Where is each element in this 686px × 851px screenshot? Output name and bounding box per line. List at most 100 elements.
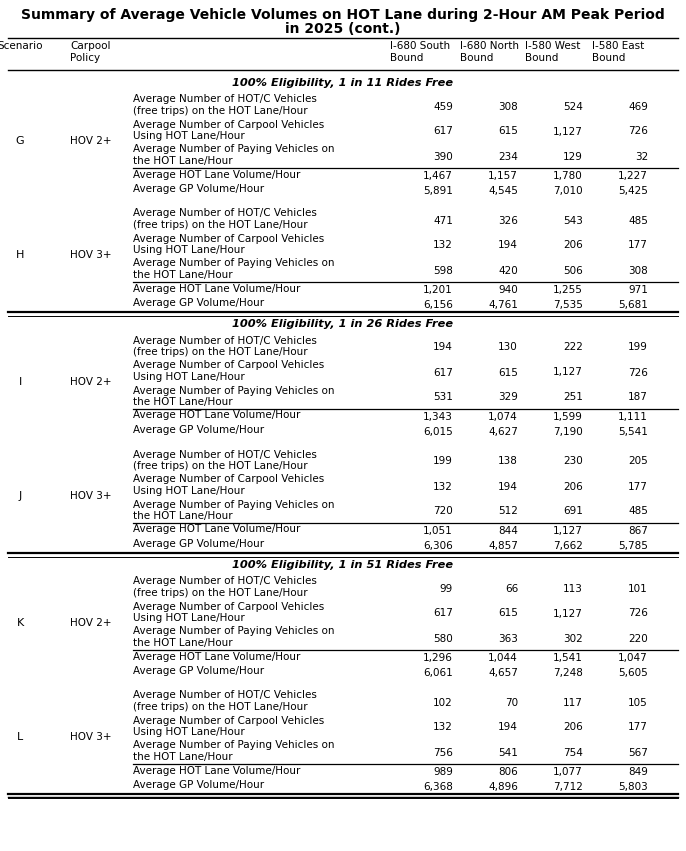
Text: 129: 129 bbox=[563, 151, 583, 162]
Text: 7,190: 7,190 bbox=[553, 426, 583, 437]
Text: 220: 220 bbox=[628, 633, 648, 643]
Text: Average HOT Lane Volume/Hour: Average HOT Lane Volume/Hour bbox=[133, 524, 300, 534]
Text: 580: 580 bbox=[434, 633, 453, 643]
Text: Average GP Volume/Hour: Average GP Volume/Hour bbox=[133, 539, 264, 549]
Text: I: I bbox=[19, 377, 22, 387]
Text: 206: 206 bbox=[563, 241, 583, 250]
Text: 117: 117 bbox=[563, 698, 583, 707]
Text: 567: 567 bbox=[628, 747, 648, 757]
Text: 6,368: 6,368 bbox=[423, 782, 453, 791]
Text: G: G bbox=[16, 136, 24, 146]
Text: 4,761: 4,761 bbox=[488, 300, 518, 310]
Text: Average Number of Paying Vehicles on
the HOT Lane/Hour: Average Number of Paying Vehicles on the… bbox=[133, 386, 335, 407]
Text: 617: 617 bbox=[433, 608, 453, 619]
Text: Average GP Volume/Hour: Average GP Volume/Hour bbox=[133, 666, 264, 676]
Text: 720: 720 bbox=[434, 506, 453, 517]
Text: 329: 329 bbox=[498, 392, 518, 403]
Text: 187: 187 bbox=[628, 392, 648, 403]
Text: 363: 363 bbox=[498, 633, 518, 643]
Text: HOV 2+: HOV 2+ bbox=[70, 377, 112, 387]
Text: HOV 2+: HOV 2+ bbox=[70, 618, 112, 628]
Text: 6,061: 6,061 bbox=[423, 668, 453, 677]
Text: Average Number of HOT/C Vehicles
(free trips) on the HOT Lane/Hour: Average Number of HOT/C Vehicles (free t… bbox=[133, 208, 317, 230]
Text: 105: 105 bbox=[628, 698, 648, 707]
Text: 101: 101 bbox=[628, 584, 648, 593]
Text: 199: 199 bbox=[628, 342, 648, 352]
Text: 471: 471 bbox=[433, 215, 453, 226]
Text: 205: 205 bbox=[628, 456, 648, 466]
Text: 5,803: 5,803 bbox=[618, 782, 648, 791]
Text: 1,127: 1,127 bbox=[553, 608, 583, 619]
Text: 1,541: 1,541 bbox=[553, 654, 583, 663]
Text: 177: 177 bbox=[628, 482, 648, 492]
Text: HOV 3+: HOV 3+ bbox=[70, 732, 112, 742]
Text: Average Number of Paying Vehicles on
the HOT Lane/Hour: Average Number of Paying Vehicles on the… bbox=[133, 145, 335, 166]
Text: Scenario: Scenario bbox=[0, 41, 43, 51]
Text: 194: 194 bbox=[498, 241, 518, 250]
Text: 1,127: 1,127 bbox=[553, 526, 583, 536]
Text: 726: 726 bbox=[628, 127, 648, 136]
Text: Average Number of Paying Vehicles on
the HOT Lane/Hour: Average Number of Paying Vehicles on the… bbox=[133, 740, 335, 762]
Text: 4,857: 4,857 bbox=[488, 540, 518, 551]
Text: 5,681: 5,681 bbox=[618, 300, 648, 310]
Text: 132: 132 bbox=[433, 241, 453, 250]
Text: 99: 99 bbox=[440, 584, 453, 593]
Text: 7,712: 7,712 bbox=[553, 782, 583, 791]
Text: 66: 66 bbox=[505, 584, 518, 593]
Text: 222: 222 bbox=[563, 342, 583, 352]
Text: 524: 524 bbox=[563, 101, 583, 111]
Text: Average Number of Carpool Vehicles
Using HOT Lane/Hour: Average Number of Carpool Vehicles Using… bbox=[133, 119, 324, 141]
Text: Average Number of Paying Vehicles on
the HOT Lane/Hour: Average Number of Paying Vehicles on the… bbox=[133, 500, 335, 521]
Text: 940: 940 bbox=[498, 285, 518, 295]
Text: Average Number of Paying Vehicles on
the HOT Lane/Hour: Average Number of Paying Vehicles on the… bbox=[133, 259, 335, 280]
Text: 113: 113 bbox=[563, 584, 583, 593]
Text: 102: 102 bbox=[434, 698, 453, 707]
Text: Average GP Volume/Hour: Average GP Volume/Hour bbox=[133, 298, 264, 308]
Text: Average GP Volume/Hour: Average GP Volume/Hour bbox=[133, 425, 264, 435]
Text: 4,545: 4,545 bbox=[488, 186, 518, 196]
Text: 1,044: 1,044 bbox=[488, 654, 518, 663]
Text: 100% Eligibility, 1 in 51 Rides Free: 100% Eligibility, 1 in 51 Rides Free bbox=[233, 560, 453, 570]
Text: 194: 194 bbox=[433, 342, 453, 352]
Text: Average HOT Lane Volume/Hour: Average HOT Lane Volume/Hour bbox=[133, 283, 300, 294]
Text: Average HOT Lane Volume/Hour: Average HOT Lane Volume/Hour bbox=[133, 169, 300, 180]
Text: 308: 308 bbox=[498, 101, 518, 111]
Text: 1,047: 1,047 bbox=[618, 654, 648, 663]
Text: 1,051: 1,051 bbox=[423, 526, 453, 536]
Text: Average Number of HOT/C Vehicles
(free trips) on the HOT Lane/Hour: Average Number of HOT/C Vehicles (free t… bbox=[133, 94, 317, 116]
Text: 206: 206 bbox=[563, 482, 583, 492]
Text: 615: 615 bbox=[498, 608, 518, 619]
Text: I-680 North
Bound: I-680 North Bound bbox=[460, 41, 519, 63]
Text: 100% Eligibility, 1 in 26 Rides Free: 100% Eligibility, 1 in 26 Rides Free bbox=[233, 319, 453, 329]
Text: in 2025 (cont.): in 2025 (cont.) bbox=[285, 22, 401, 36]
Text: HOV 3+: HOV 3+ bbox=[70, 250, 112, 260]
Text: 7,535: 7,535 bbox=[553, 300, 583, 310]
Text: 459: 459 bbox=[433, 101, 453, 111]
Text: 1,077: 1,077 bbox=[553, 768, 583, 777]
Text: 390: 390 bbox=[434, 151, 453, 162]
Text: Average Number of HOT/C Vehicles
(free trips) on the HOT Lane/Hour: Average Number of HOT/C Vehicles (free t… bbox=[133, 690, 317, 712]
Text: 867: 867 bbox=[628, 526, 648, 536]
Text: 726: 726 bbox=[628, 368, 648, 378]
Text: 617: 617 bbox=[433, 368, 453, 378]
Text: 691: 691 bbox=[563, 506, 583, 517]
Text: I-680 South
Bound: I-680 South Bound bbox=[390, 41, 450, 63]
Text: L: L bbox=[17, 732, 23, 742]
Text: Average HOT Lane Volume/Hour: Average HOT Lane Volume/Hour bbox=[133, 766, 300, 775]
Text: Average Number of Carpool Vehicles
Using HOT Lane/Hour: Average Number of Carpool Vehicles Using… bbox=[133, 361, 324, 382]
Text: 32: 32 bbox=[635, 151, 648, 162]
Text: 469: 469 bbox=[628, 101, 648, 111]
Text: 308: 308 bbox=[628, 266, 648, 276]
Text: 5,785: 5,785 bbox=[618, 540, 648, 551]
Text: 4,657: 4,657 bbox=[488, 668, 518, 677]
Text: 234: 234 bbox=[498, 151, 518, 162]
Text: 130: 130 bbox=[498, 342, 518, 352]
Text: 5,425: 5,425 bbox=[618, 186, 648, 196]
Text: K: K bbox=[16, 618, 23, 628]
Text: 1,296: 1,296 bbox=[423, 654, 453, 663]
Text: HOV 2+: HOV 2+ bbox=[70, 136, 112, 146]
Text: Average Number of HOT/C Vehicles
(free trips) on the HOT Lane/Hour: Average Number of HOT/C Vehicles (free t… bbox=[133, 335, 317, 357]
Text: 194: 194 bbox=[498, 482, 518, 492]
Text: 615: 615 bbox=[498, 127, 518, 136]
Text: Carpool
Policy: Carpool Policy bbox=[70, 41, 110, 63]
